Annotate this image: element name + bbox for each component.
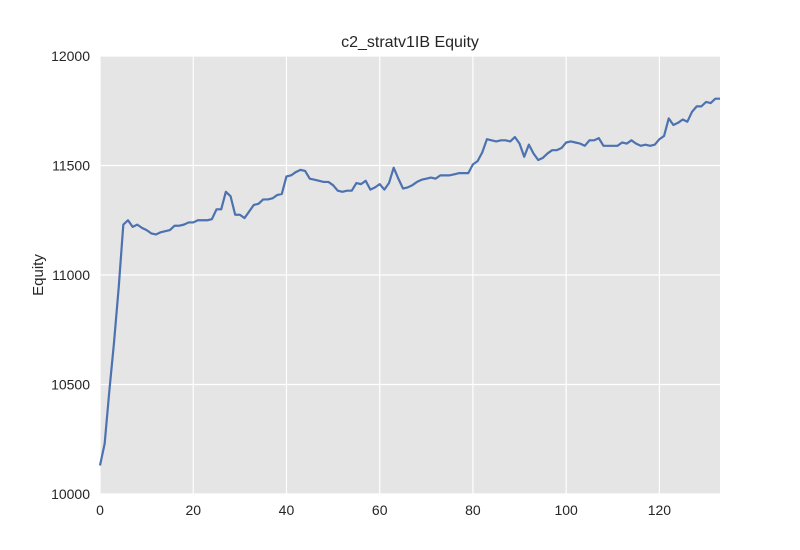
x-tick-label: 0 xyxy=(96,502,104,518)
x-tick-label: 80 xyxy=(465,502,481,518)
x-tick-label: 120 xyxy=(648,502,672,518)
y-axis-label: Equity xyxy=(30,254,47,296)
y-tick-label: 11500 xyxy=(52,158,90,174)
chart-title: c2_stratv1IB Equity xyxy=(341,34,479,51)
grid-lines xyxy=(99,55,720,495)
y-tick-label: 11000 xyxy=(52,267,90,283)
y-tick-label: 12000 xyxy=(51,48,90,64)
equity-series-line xyxy=(98,97,720,466)
x-tick-label: 40 xyxy=(279,502,295,518)
y-tick-label: 10500 xyxy=(51,377,90,393)
y-tick-label: 10000 xyxy=(51,486,90,502)
tick-labels: 0 20 40 60 80 100 120 10000 10500 11000 11500 12000 xyxy=(51,48,671,518)
x-tick-label: 60 xyxy=(372,502,388,518)
x-tick-label: 100 xyxy=(554,502,578,518)
series-layer xyxy=(98,97,720,466)
x-tick-label: 20 xyxy=(185,502,201,518)
